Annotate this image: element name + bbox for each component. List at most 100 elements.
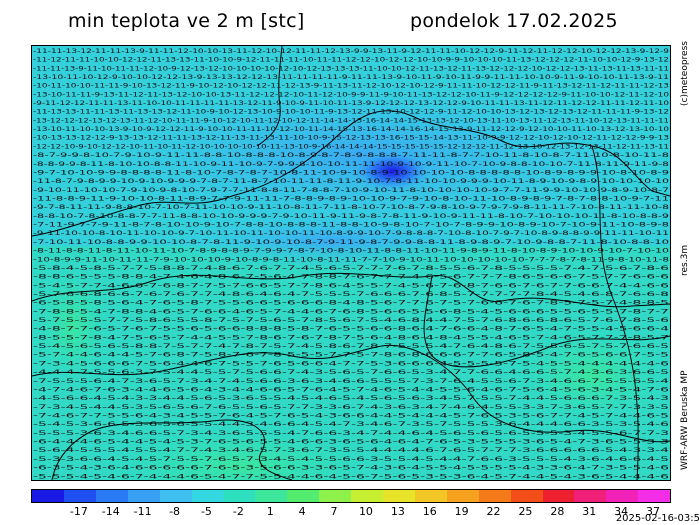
grid-value-row: -5-3-3-6-6-4-5-4-5-7-5-5-7-6-5-7-3-4-5-4… <box>33 456 669 463</box>
grid-value-row: -4-7-4-6-7-6-3-4-4-6-5-6-4-3-4-4-6-6-5-7… <box>33 387 669 394</box>
color-scale-tick-label: 19 <box>454 505 469 518</box>
color-scale-segment <box>574 490 607 502</box>
grid-value-row: -7-8-8-5-4-7-8-8-4-6-5-7-6-6-4-6-5-7-4-4… <box>33 308 669 315</box>
grid-value-row: -8-8-9-9-8-11-8-10-10-8-8-11-10-9-11-10-… <box>33 161 669 168</box>
color-scale-segment <box>127 490 160 502</box>
grid-value-row: -10-8-9-9-11-10-11-11-7-9-10-10-10-9-10-… <box>33 256 669 263</box>
color-scale-segment <box>63 490 96 502</box>
grid-value-row: -11-11-13-12-11-11-13-9-11-11-12-10-10-1… <box>33 48 669 55</box>
color-scale-tick-label: 28 <box>550 505 565 518</box>
grid-value-row: -13-10-11-10-10-13-9-10-9-12-12-11-9-10-… <box>33 126 669 133</box>
grid-value-row: -5-7-5-5-5-7-7-5-8-6-5-5-8-7-5-7-5-6-5-7… <box>33 317 669 324</box>
color-scale-tick-label: 1 <box>266 505 274 518</box>
color-scale-tick-label: -17 <box>69 505 88 518</box>
grid-value-row: -7-4-6-7-7-5-5-6-4-3-4-5-5-7-6-4-5-7-6-5… <box>33 413 669 420</box>
grid-value-row: -9-7-8-11-11-9-8-8-10-7-10-7-11-10-10-9-… <box>33 204 669 211</box>
grid-value-row: -5-7-6-6-8-6-6-7-6-7-6-7-7-4-8-6-4-6-4-7… <box>33 291 669 298</box>
color-scale-tick-label: -11 <box>133 505 152 518</box>
grid-value-row: -9-11-10-10-8-10-11-10-10-9-7-10-11-10-1… <box>33 230 669 237</box>
grid-value-row: -5-4-5-6-5-6-5-8-8-7-5-7-7-4-7-8-7-5-7-4… <box>33 343 669 350</box>
color-scale-tick-label: 13 <box>390 505 405 518</box>
grid-value-row: -9-7-10-10-9-9-8-8-8-8-11-8-10-7-8-7-8-7… <box>33 170 669 177</box>
grid-value-row: -5-5-5-4-5-4-6-7-4-4-4-6-5-4-7-7-5-5-4-4… <box>33 473 669 480</box>
grid-value-row: -5-8-4-5-8-5-7-7-5-8-8-7-4-8-6-7-6-7-7-4… <box>33 265 669 272</box>
grid-value-row: -5-6-4-5-5-5-4-5-5-4-7-7-4-3-4-6-5-7-3-6… <box>33 447 669 454</box>
color-scale-segment <box>159 490 192 502</box>
grid-value-row: -7-3-4-5-4-4-5-3-5-6-5-6-7-6-5-5-6-5-7-7… <box>33 404 669 411</box>
color-scale-bar <box>31 489 671 503</box>
color-scale-segment <box>319 490 352 502</box>
color-scale-segment <box>191 490 224 502</box>
color-scale-tick-label: 7 <box>330 505 338 518</box>
grid-value-row: -8-11-8-8-11-8-11-10-11-10-7-8-9-8-8-9-7… <box>33 248 669 255</box>
grid-value-row: -4-4-4-7-5-5-6-3-7-5-4-4-5-5-7-5-6-6-7-4… <box>33 369 669 376</box>
color-scale-segment <box>446 490 479 502</box>
color-scale-segment <box>255 490 288 502</box>
grid-value-row: -6-3-5-4-3-6-4-6-6-6-6-6-7-6-5-3-5-6-6-3… <box>33 465 669 472</box>
color-scale-tick-label: 31 <box>582 505 597 518</box>
grid-value-row: -8-8-10-7-8-10-8-8-7-7-11-8-8-10-10-9-9-… <box>33 213 669 220</box>
grid-value-row: -6-5-8-5-8-5-6-4-7-6-5-8-7-5-5-6-6-5-6-6… <box>33 300 669 307</box>
run-timestamp: 2025-02-16-03:5 <box>615 513 700 524</box>
color-scale-segment <box>95 490 128 502</box>
color-scale-tick-label: 37 <box>646 505 661 518</box>
color-scale-tick-label: 25 <box>518 505 533 518</box>
grid-value-row: -10-11-10-10-11-11-9-10-13-12-11-9-10-12… <box>33 83 669 90</box>
color-scale-ticks: -17 -14 -11 -8 -5 -2 1 4 7 10 13 16 19 22 25 28 31 34 37 <box>31 505 669 519</box>
color-scale-tick-label: -8 <box>169 505 181 518</box>
color-scale-tick-label: -2 <box>232 505 244 518</box>
grid-value-row: -7-3-4-5-6-6-6-7-5-6-4-4-6-7-5-5-7-6-5-6… <box>33 360 669 367</box>
forecast-date: pondelok 17.02.2025 <box>410 10 618 32</box>
color-scale-segment <box>32 490 64 502</box>
grid-value-row: -7-10-11-10-8-8-9-9-10-10-8-7-8-11-9-10-… <box>33 239 669 246</box>
color-scale-segment <box>606 490 639 502</box>
color-scale-tick-label: -5 <box>200 505 212 518</box>
grid-value-row: -5-4-5-3-6-6-5-3-6-5-6-5-5-4-4-3-4-6-6-4… <box>33 421 669 428</box>
grid-value-row: -11-11-13-9-11-10-11-11-12-10-9-12-13-12… <box>33 65 669 72</box>
color-scale-segment <box>542 490 575 502</box>
grid-value-row: -8-5-5-7-8-4-7-5-6-5-7-4-4-5-5-7-8-6-7-6… <box>33 334 669 341</box>
coldest-spot <box>352 151 432 191</box>
grid-value-row: -9-11-12-12-11-11-13-11-10-10-11-11-11-1… <box>33 100 669 107</box>
color-scale-segment <box>478 490 511 502</box>
grid-value-row: -7-5-5-5-6-4-7-3-6-5-7-3-4-7-4-5-6-6-3-6… <box>33 378 669 385</box>
grid-value-row: -13-10-11-10-12-9-10-10-12-12-13-9-13-13… <box>33 74 669 81</box>
copyright-label: (c)meteopress <box>680 41 690 106</box>
grid-value-row: -5-5-5-3-6-3-4-6-6-5-7-3-4-3-6-5-5-5-4-7… <box>33 430 669 437</box>
grid-value-row: -13-12-12-12-13-12-13-11-12-10-11-11-9-1… <box>33 117 669 124</box>
grid-value-row: -11-8-7-9-8-9-9-10-9-10-9-9-9-7-8-7-11-8… <box>33 178 669 185</box>
color-scale-tick-label: 16 <box>422 505 437 518</box>
color-scale-segment <box>287 490 320 502</box>
grid-value-row: -5-7-4-4-6-4-4-5-7-6-8-7-5-8-7-6-7-8-5-5… <box>33 352 669 359</box>
color-scale-tick-label: 10 <box>358 505 373 518</box>
grid-value-row: -12-12-10-9-10-12-12-10-11-10-11-12-10-1… <box>33 143 669 150</box>
grid-value-row: -11-8-8-9-11-9-10-10-8-11-8-9-7-7-9-11-1… <box>33 196 669 203</box>
color-scale-segment <box>638 490 671 502</box>
grid-value-row: -9-10-11-10-10-7-9-10-9-8-10-7-9-7-7-11-… <box>33 187 669 194</box>
grid-value-row: -13-10-11-11-9-13-11-12-11-13-12-10-10-1… <box>33 91 669 98</box>
temperature-map: -11-11-13-12-11-11-13-9-11-11-12-10-10-1… <box>31 45 671 481</box>
grid-value-row: -10-13-13-12-12-9-13-13-12-11-11-13-12-1… <box>33 135 669 142</box>
warm-region <box>102 426 382 480</box>
grid-value-row: -4-5-6-6-4-5-4-3-3-4-4-5-6-5-3-6-5-5-4-5… <box>33 395 669 402</box>
cold-region <box>62 76 662 236</box>
color-scale-tick-label: 22 <box>486 505 501 518</box>
grid-value-row: -5-4-5-7-7-4-6-6-7-6-8-7-7-5-7-6-6-5-7-7… <box>33 282 669 289</box>
color-scale-tick-label: 34 <box>614 505 629 518</box>
grid-value-row: -8-8-6-5-5-5-8-8-4-7-4-6-4-8-6-7-5-6-4-7… <box>33 274 669 281</box>
model-label: WRF-ARW Beruska MP <box>680 370 690 470</box>
color-scale-segment <box>351 490 383 502</box>
grid-value-row: -8-7-9-9-8-10-7-9-10-9-11-11-8-8-10-8-8-… <box>33 152 669 159</box>
color-scale-segment <box>414 490 447 502</box>
resolution-label: res.3m <box>680 244 690 276</box>
color-scale-segment <box>223 490 256 502</box>
border-line <box>32 110 670 237</box>
grid-value-row: -11-13-13-11-11-13-11-13-13-12-11-10-9-1… <box>33 109 669 116</box>
color-scale-segment <box>510 490 543 502</box>
color-scale-segment <box>382 490 415 502</box>
grid-value-row: -11-12-11-11-10-10-12-12-11-13-13-11-10-… <box>33 57 669 64</box>
color-scale-tick-label: -14 <box>101 505 120 518</box>
grid-value-row: -6-4-4-4-6-5-4-4-5-4-5-3-7-6-5-6-5-5-4-6… <box>33 439 669 446</box>
map-title: min teplota ve 2 m [stc] <box>68 10 305 32</box>
grid-value-row: -7-11-9-7-7-9-11-8-7-8-10-10-9-10-7-8-8-… <box>33 222 669 229</box>
